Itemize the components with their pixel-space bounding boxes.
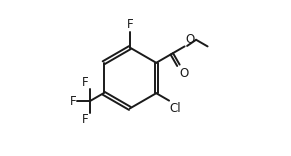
Text: F: F <box>70 95 77 107</box>
Text: O: O <box>179 67 189 80</box>
Text: O: O <box>185 33 194 46</box>
Text: Cl: Cl <box>170 102 181 115</box>
Text: F: F <box>82 113 89 126</box>
Text: F: F <box>82 76 89 89</box>
Text: F: F <box>127 18 133 31</box>
